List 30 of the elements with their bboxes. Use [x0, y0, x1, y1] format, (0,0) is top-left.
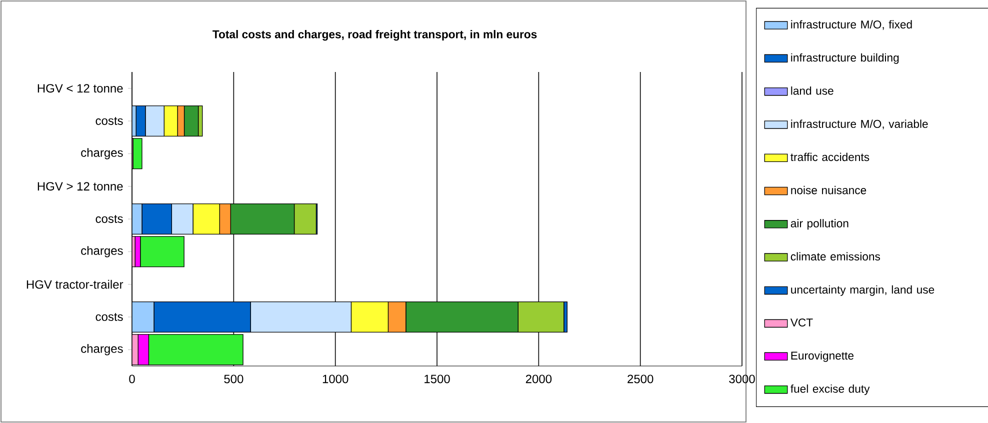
legend-label: infrastructure M/O, variable: [791, 120, 928, 130]
bar: [132, 301, 154, 333]
legend-label: Eurovignette: [791, 351, 854, 362]
x-tick-label: 1500: [424, 374, 450, 384]
y-tick-label: costs: [96, 215, 123, 223]
legend-label: noise nuisance: [791, 186, 866, 194]
y-tick-label: charges: [81, 246, 123, 258]
x-tick-label: 1000: [322, 374, 348, 384]
x-tick-label: 3000: [729, 374, 755, 384]
y-tick-label: HGV > 12 tonne: [38, 182, 123, 191]
x-tick-label: 2000: [526, 374, 552, 384]
y-tick-label: charges: [81, 344, 123, 356]
legend-label: infrastructure M/O, fixed: [791, 20, 912, 30]
chart-title: Total costs and charges, road freight transport, in mln euros: [212, 30, 537, 41]
y-tick-label: HGV < 12 tonne: [38, 84, 123, 93]
x-tick-label: 2500: [628, 374, 654, 384]
y-tick-label: HGV tractor-trailer: [26, 280, 124, 289]
legend-label: VCT: [790, 318, 813, 326]
legend-label: traffic accidents: [790, 152, 870, 162]
y-tick-label: costs: [96, 313, 123, 321]
y-tick-label: charges: [81, 148, 123, 160]
legend-label: fuel excise duty: [790, 384, 870, 396]
legend-label: air pollution: [790, 219, 848, 230]
legend-label: uncertainty margin, land use: [791, 285, 934, 296]
x-tick-label: 0: [129, 374, 135, 384]
legend-label: climate emissions: [790, 252, 880, 261]
legend-label: infrastructure building: [791, 53, 899, 64]
x-tick-label: 500: [224, 374, 244, 384]
legend-label: land use: [791, 86, 834, 95]
y-tick-label: costs: [96, 117, 123, 125]
